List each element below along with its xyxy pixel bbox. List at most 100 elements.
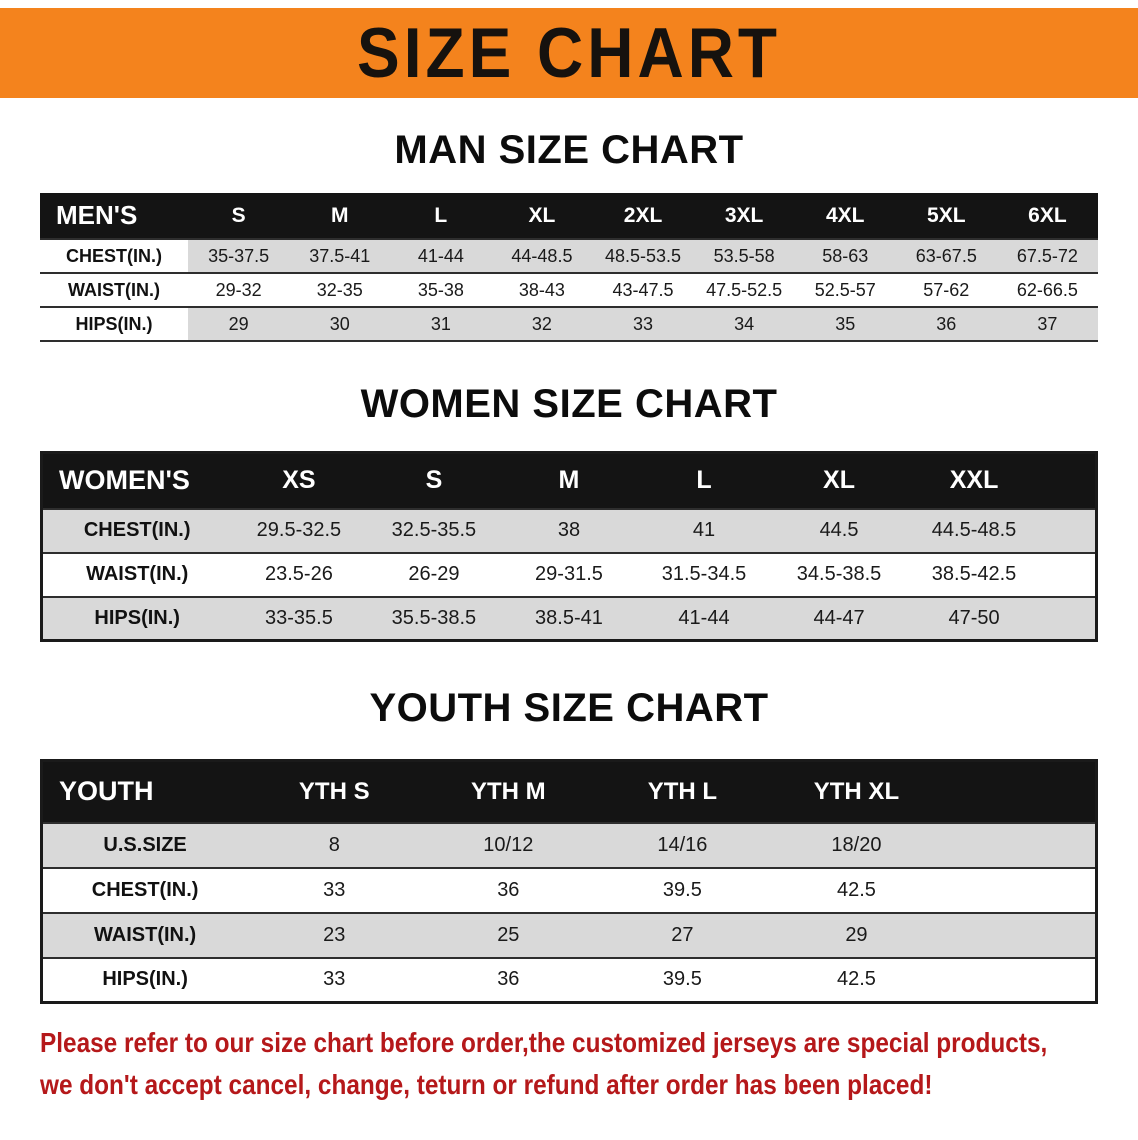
size-value: 18/20 — [769, 821, 944, 868]
size-value: 41 — [636, 507, 772, 553]
measurement-label: HIPS(IN.) — [41, 956, 248, 1003]
measurement-row: U.S.SIZE 8 10/12 14/16 18/20 — [41, 821, 1097, 868]
size-column-header: XL — [491, 193, 593, 239]
size-value: 44.5 — [771, 507, 907, 553]
measurement-label: CHEST(IN.) — [41, 866, 248, 913]
size-value: 26-29 — [366, 551, 502, 597]
size-value: 34.5-38.5 — [771, 551, 907, 597]
table-corner-label: MEN'S — [40, 193, 189, 239]
size-value: 44.5-48.5 — [906, 507, 1042, 553]
size-column-header: XS — [231, 452, 367, 509]
size-value: 14/16 — [595, 821, 770, 868]
size-column-header: 3XL — [693, 193, 795, 239]
size-chart-page: SIZE CHART MAN SIZE CHART MEN'S S M L XL 2XL 3… — [0, 8, 1138, 1106]
measurement-label: U.S.SIZE — [41, 821, 248, 868]
measurement-label: CHEST(IN.) — [40, 238, 189, 273]
size-value: 38-43 — [491, 272, 593, 307]
size-value: 41-44 — [390, 238, 492, 273]
filler-cell — [943, 911, 1097, 958]
size-column-header: YTH M — [421, 760, 596, 823]
size-value: 37.5-41 — [289, 238, 391, 273]
size-value: 8 — [247, 821, 422, 868]
size-value: 41-44 — [636, 595, 772, 641]
size-value: 35 — [794, 306, 896, 341]
size-value: 33-35.5 — [231, 595, 367, 641]
size-value: 29 — [769, 911, 944, 958]
header-row: WOMEN'S XS S M L XL XXL — [41, 452, 1097, 509]
filler-cell — [943, 821, 1097, 868]
filler-cell — [1041, 595, 1097, 641]
header-row: MEN'S S M L XL 2XL 3XL 4XL 5XL 6XL — [40, 193, 1098, 239]
size-column-header: XXL — [906, 452, 1042, 509]
size-value: 42.5 — [769, 956, 944, 1003]
filler-cell — [943, 760, 1097, 823]
size-value: 37 — [996, 306, 1098, 341]
size-value: 58-63 — [794, 238, 896, 273]
size-value: 38.5-42.5 — [906, 551, 1042, 597]
size-column-header: XL — [771, 452, 907, 509]
measurement-row: CHEST(IN.) 35-37.5 37.5-41 41-44 44-48.5 48.5… — [40, 238, 1098, 273]
filler-cell — [1041, 452, 1097, 509]
banner: SIZE CHART — [0, 8, 1138, 98]
measurement-row: CHEST(IN.) 33 36 39.5 42.5 — [41, 866, 1097, 913]
size-value: 33 — [247, 866, 422, 913]
table-corner-label: WOMEN'S — [41, 452, 232, 509]
size-value: 27 — [595, 911, 770, 958]
measurement-row: HIPS(IN.) 33 36 39.5 42.5 — [41, 956, 1097, 1003]
size-value: 25 — [421, 911, 596, 958]
header-row: YOUTH YTH S YTH M YTH L YTH XL — [41, 760, 1097, 823]
size-value: 31.5-34.5 — [636, 551, 772, 597]
section-men: MAN SIZE CHART MEN'S S M L XL 2XL 3XL 4XL 5XL 6XL… — [0, 128, 1138, 342]
measurement-row: WAIST(IN.) 29-32 32-35 35-38 38-43 43-47.5 47.… — [40, 272, 1098, 307]
measurement-label: HIPS(IN.) — [40, 306, 189, 341]
section-women: WOMEN SIZE CHART WOMEN'S XS S M L XL XXL CHEST(… — [0, 382, 1138, 642]
size-value: 35-37.5 — [188, 238, 290, 273]
size-value: 47.5-52.5 — [693, 272, 795, 307]
measurement-row: HIPS(IN.) 33-35.5 35.5-38.5 38.5-41 41-44 44-… — [41, 595, 1097, 641]
men-section-heading: MAN SIZE CHART — [394, 128, 744, 172]
filler-cell — [1041, 507, 1097, 553]
size-value: 38.5-41 — [501, 595, 637, 641]
size-value: 29 — [188, 306, 290, 341]
size-value: 38 — [501, 507, 637, 553]
notice-line-2: we don't accept cancel, change, teturn o… — [40, 1069, 933, 1100]
youth-section-heading: YOUTH SIZE CHART — [369, 686, 769, 730]
size-value: 29-32 — [188, 272, 290, 307]
size-value: 23 — [247, 911, 422, 958]
size-column-header: 2XL — [592, 193, 694, 239]
size-value: 39.5 — [595, 956, 770, 1003]
size-value: 52.5-57 — [794, 272, 896, 307]
measurement-row: HIPS(IN.) 29 30 31 32 33 34 35 36 37 — [40, 306, 1098, 341]
size-value: 57-62 — [895, 272, 997, 307]
size-value: 30 — [289, 306, 391, 341]
order-notice: Please refer to our size chart before or… — [40, 1022, 1138, 1106]
size-value: 36 — [421, 866, 596, 913]
measurement-label: WAIST(IN.) — [40, 272, 189, 307]
measurement-row: CHEST(IN.) 29.5-32.5 32.5-35.5 38 41 44.5 44.5… — [41, 507, 1097, 553]
size-value: 63-67.5 — [895, 238, 997, 273]
page-title: SIZE CHART — [357, 13, 781, 93]
size-value: 53.5-58 — [693, 238, 795, 273]
measurement-label: CHEST(IN.) — [41, 507, 232, 553]
size-value: 29-31.5 — [501, 551, 637, 597]
size-value: 48.5-53.5 — [592, 238, 694, 273]
size-value: 31 — [390, 306, 492, 341]
size-value: 67.5-72 — [996, 238, 1098, 273]
size-value: 32 — [491, 306, 593, 341]
size-value: 43-47.5 — [592, 272, 694, 307]
size-value: 10/12 — [421, 821, 596, 868]
size-value: 29.5-32.5 — [231, 507, 367, 553]
size-value: 35.5-38.5 — [366, 595, 502, 641]
youth-size-table: YOUTH YTH S YTH M YTH L YTH XL U.S.SIZE 8 10/12… — [40, 759, 1098, 1004]
size-column-header: YTH S — [247, 760, 422, 823]
size-value: 47-50 — [906, 595, 1042, 641]
size-value: 36 — [421, 956, 596, 1003]
measurement-row: WAIST(IN.) 23.5-26 26-29 29-31.5 31.5-34.5 34… — [41, 551, 1097, 597]
size-value: 32.5-35.5 — [366, 507, 502, 553]
size-value: 42.5 — [769, 866, 944, 913]
size-value: 35-38 — [390, 272, 492, 307]
filler-cell — [943, 866, 1097, 913]
size-column-header: YTH L — [595, 760, 770, 823]
size-column-header: 4XL — [794, 193, 896, 239]
size-value: 34 — [693, 306, 795, 341]
